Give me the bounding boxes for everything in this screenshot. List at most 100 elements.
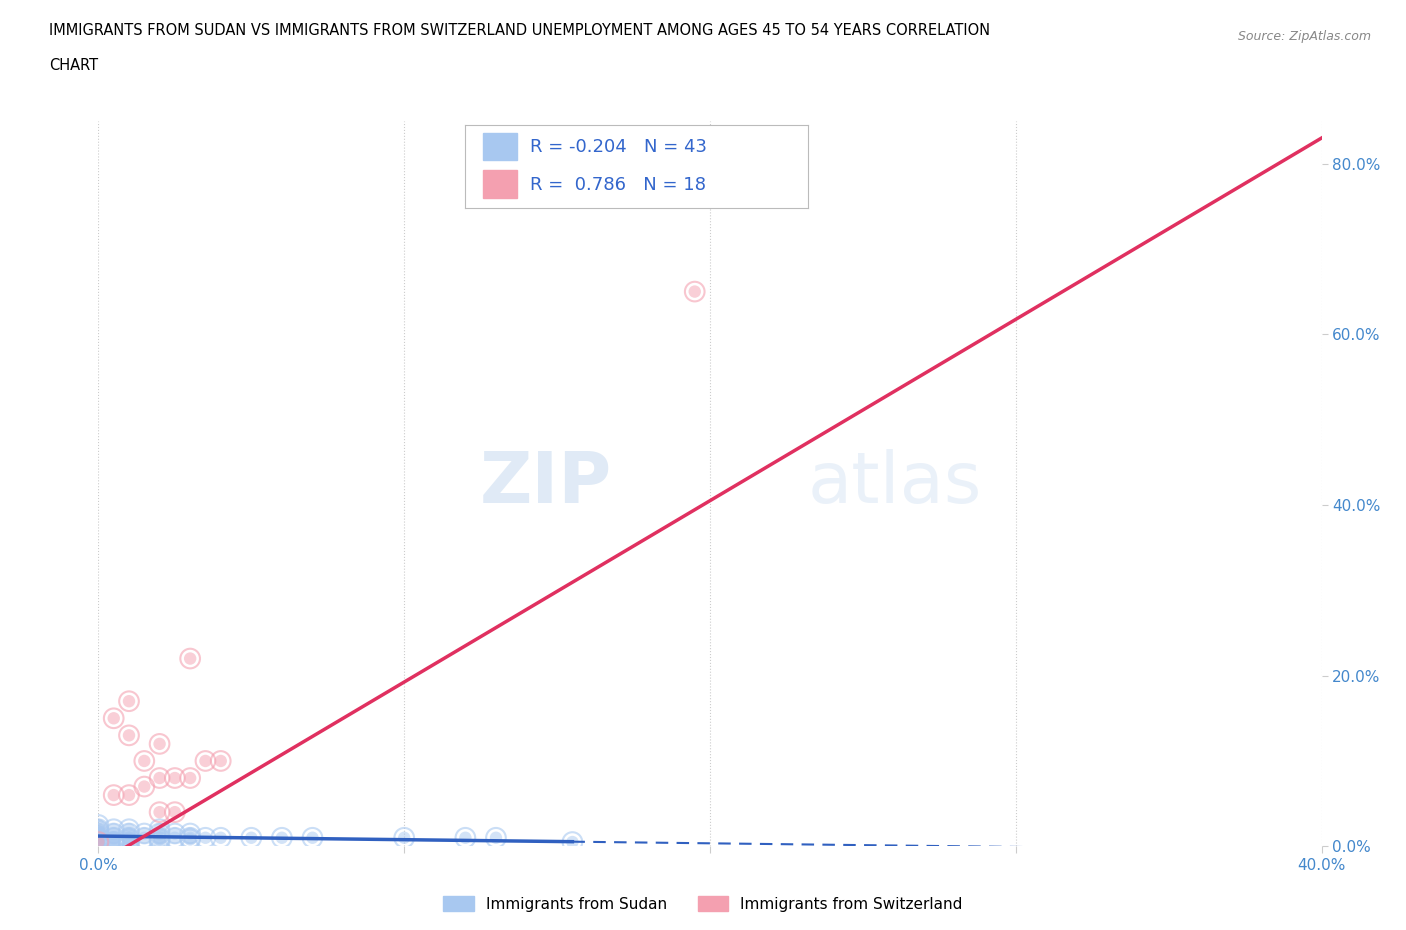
Point xyxy=(179,832,201,847)
Point xyxy=(134,779,156,794)
Point xyxy=(163,804,186,819)
Point xyxy=(301,830,323,845)
Point xyxy=(683,285,706,299)
Point xyxy=(118,728,141,743)
Point xyxy=(87,834,110,849)
Point xyxy=(118,836,141,851)
Point xyxy=(149,834,172,849)
Point xyxy=(87,830,110,845)
Point xyxy=(87,823,110,838)
Point xyxy=(87,829,110,844)
Point xyxy=(134,753,156,768)
Text: R =  0.786   N = 18: R = 0.786 N = 18 xyxy=(530,176,706,193)
Point xyxy=(118,826,141,841)
Point xyxy=(103,788,125,803)
Point xyxy=(149,832,172,847)
Point xyxy=(103,834,125,849)
Point xyxy=(163,804,186,819)
Point xyxy=(87,822,110,837)
Point xyxy=(561,834,583,849)
Point xyxy=(179,771,201,786)
Point xyxy=(87,836,110,851)
Point xyxy=(149,771,172,786)
Point xyxy=(87,826,110,841)
Text: IMMIGRANTS FROM SUDAN VS IMMIGRANTS FROM SWITZERLAND UNEMPLOYMENT AMONG AGES 45 : IMMIGRANTS FROM SUDAN VS IMMIGRANTS FROM… xyxy=(49,23,990,38)
Point xyxy=(163,826,186,841)
Text: ZIP: ZIP xyxy=(479,449,612,518)
Point xyxy=(134,826,156,841)
Point xyxy=(87,832,110,847)
Point xyxy=(179,826,201,841)
Point xyxy=(163,830,186,845)
Point xyxy=(454,830,477,845)
Point xyxy=(103,711,125,725)
Point xyxy=(270,830,292,845)
Point xyxy=(149,826,172,841)
Point xyxy=(87,834,110,849)
Point xyxy=(149,771,172,786)
Point xyxy=(118,694,141,709)
Point xyxy=(118,788,141,803)
Point xyxy=(103,788,125,803)
Legend: Immigrants from Sudan, Immigrants from Switzerland: Immigrants from Sudan, Immigrants from S… xyxy=(437,889,969,918)
Point xyxy=(118,832,141,847)
Point xyxy=(163,771,186,786)
Point xyxy=(209,753,232,768)
Point xyxy=(103,836,125,851)
Point xyxy=(149,804,172,819)
Bar xyxy=(482,133,517,160)
Point xyxy=(240,830,263,845)
Point xyxy=(87,826,110,841)
Point xyxy=(87,823,110,838)
Point xyxy=(87,834,110,849)
Point xyxy=(118,834,141,849)
Point xyxy=(561,834,583,849)
Point xyxy=(179,832,201,847)
Point xyxy=(485,830,508,845)
Point xyxy=(179,830,201,845)
Point xyxy=(118,836,141,851)
Point xyxy=(240,830,263,845)
Point xyxy=(87,834,110,849)
Point xyxy=(149,804,172,819)
Point xyxy=(134,753,156,768)
Point xyxy=(103,822,125,837)
Point xyxy=(118,822,141,837)
Point xyxy=(103,826,125,841)
Bar xyxy=(482,170,517,198)
Point xyxy=(103,830,125,845)
Point xyxy=(149,830,172,845)
Point xyxy=(103,822,125,837)
Point xyxy=(103,834,125,849)
Point xyxy=(118,694,141,709)
Point xyxy=(163,830,186,845)
Point xyxy=(118,822,141,837)
Point xyxy=(87,817,110,832)
Point xyxy=(87,829,110,844)
Point xyxy=(149,822,172,837)
Text: CHART: CHART xyxy=(49,58,98,73)
Point xyxy=(149,737,172,751)
Point xyxy=(683,285,706,299)
Point xyxy=(301,830,323,845)
Point xyxy=(134,826,156,841)
Point xyxy=(179,651,201,666)
Point xyxy=(103,834,125,849)
Point xyxy=(163,826,186,841)
Point xyxy=(179,826,201,841)
Point xyxy=(118,728,141,743)
Point xyxy=(103,826,125,841)
Point xyxy=(392,830,416,845)
Point xyxy=(485,830,508,845)
Point xyxy=(118,826,141,841)
Point xyxy=(270,830,292,845)
Point xyxy=(149,834,172,849)
Text: Source: ZipAtlas.com: Source: ZipAtlas.com xyxy=(1237,30,1371,43)
Text: atlas: atlas xyxy=(808,449,983,518)
Point xyxy=(179,771,201,786)
Point xyxy=(209,830,232,845)
Point xyxy=(194,830,217,845)
Point xyxy=(209,830,232,845)
Point xyxy=(87,817,110,832)
Point xyxy=(149,832,172,847)
